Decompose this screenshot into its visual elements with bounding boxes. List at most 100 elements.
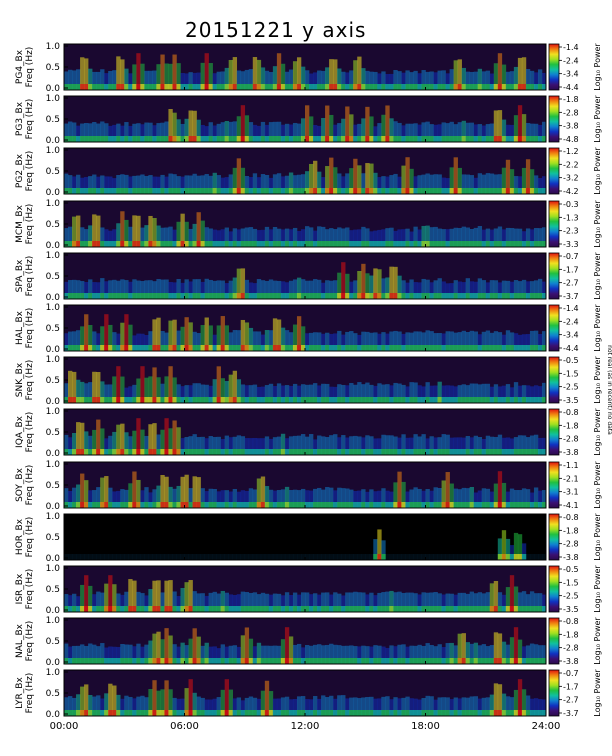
low-freq-band: [180, 136, 185, 142]
low-freq-band: [437, 397, 442, 403]
low-freq-band: [128, 188, 133, 194]
spectral-column: [369, 436, 374, 455]
low-freq-band: [188, 188, 193, 194]
low-freq-band: [160, 554, 165, 560]
spectral-column: [317, 332, 322, 351]
low-freq-band: [144, 293, 149, 299]
spectral-column: [160, 383, 165, 403]
spectral-column: [313, 230, 318, 247]
low-freq-band: [196, 241, 201, 247]
spectral-column: [84, 229, 89, 247]
low-freq-band: [120, 293, 125, 299]
spectral-column: [224, 646, 229, 664]
spectral-column: [329, 386, 334, 403]
low-freq-band: [489, 502, 495, 508]
spectral-column: [200, 488, 205, 508]
low-freq-band: [260, 345, 266, 351]
spectral-column: [300, 696, 306, 716]
spectral-column: [156, 690, 161, 716]
low-freq-band: [401, 397, 406, 403]
low-freq-band: [453, 293, 458, 299]
low-freq-band: [80, 554, 85, 560]
spectral-column: [292, 175, 298, 194]
spectral-column: [441, 434, 446, 455]
spectral-column: [305, 171, 310, 194]
spectral-column: [345, 437, 350, 455]
spectral-column: [429, 227, 434, 247]
low-freq-band: [92, 502, 97, 508]
low-freq-band: [345, 136, 350, 142]
spectral-column: [140, 281, 145, 299]
spectral-column: [321, 645, 326, 664]
spectral-column: [96, 695, 101, 716]
low-freq-band: [521, 397, 527, 403]
spectral-column: [425, 438, 430, 455]
low-freq-band: [224, 502, 229, 508]
spectral-column: [497, 110, 503, 142]
low-freq-band: [541, 136, 547, 142]
low-freq-band: [168, 606, 173, 612]
spectral-column: [409, 592, 414, 612]
low-freq-band: [537, 345, 543, 351]
low-freq-band: [445, 241, 450, 247]
spectral-column: [337, 330, 342, 351]
spectral-column: [276, 319, 282, 351]
low-freq-band: [256, 136, 262, 142]
spectral-column: [533, 123, 539, 142]
spectral-column: [188, 322, 193, 351]
spectral-column: [244, 592, 250, 612]
spectral-column: [349, 489, 354, 508]
low-freq-band: [196, 397, 201, 403]
spectral-column: [381, 176, 386, 194]
spectral-column: [100, 69, 105, 90]
spectral-column: [200, 175, 205, 194]
low-freq-band: [88, 293, 93, 299]
low-freq-band: [445, 397, 450, 403]
low-freq-band: [248, 397, 254, 403]
low-freq-band: [248, 554, 254, 560]
spectral-column: [76, 694, 81, 716]
spectral-column: [377, 123, 382, 142]
low-freq-band: [321, 188, 326, 194]
low-freq-band: [493, 188, 499, 194]
low-freq-band: [353, 84, 358, 90]
spectral-column: [457, 167, 462, 194]
spectral-column: [108, 71, 113, 90]
low-freq-band: [152, 606, 157, 612]
low-freq-band: [477, 449, 483, 455]
spectral-column: [284, 282, 290, 299]
low-freq-band: [349, 710, 354, 716]
low-freq-band: [76, 136, 81, 142]
low-freq-band: [120, 606, 125, 612]
low-freq-band: [244, 188, 250, 194]
spectral-column: [505, 227, 511, 247]
low-freq-band: [108, 502, 113, 508]
spectral-column: [365, 273, 370, 299]
spectral-column: [409, 645, 414, 664]
spectral-column: [136, 696, 141, 716]
low-freq-band: [72, 397, 77, 403]
spectral-column: [148, 331, 153, 351]
spectral-column: [533, 385, 539, 403]
spectral-column: [124, 122, 129, 142]
spectral-column: [333, 59, 338, 90]
spectral-column: [373, 595, 378, 612]
spectral-column: [256, 386, 262, 403]
low-freq-band: [521, 554, 527, 560]
low-freq-band: [104, 606, 109, 612]
low-freq-band: [104, 658, 109, 664]
spectral-column: [345, 331, 350, 351]
spectral-column: [280, 63, 286, 90]
low-freq-band: [152, 449, 157, 455]
low-freq-band: [236, 606, 242, 612]
spectral-column: [381, 332, 386, 351]
spectral-column: [489, 436, 495, 455]
low-freq-band: [144, 397, 149, 403]
low-freq-band: [152, 397, 157, 403]
spectral-column: [84, 575, 89, 612]
spectral-column: [513, 382, 519, 403]
low-freq-band: [317, 710, 322, 716]
spectral-column: [501, 594, 507, 612]
spectral-column: [369, 275, 374, 299]
spectral-column: [349, 230, 354, 247]
